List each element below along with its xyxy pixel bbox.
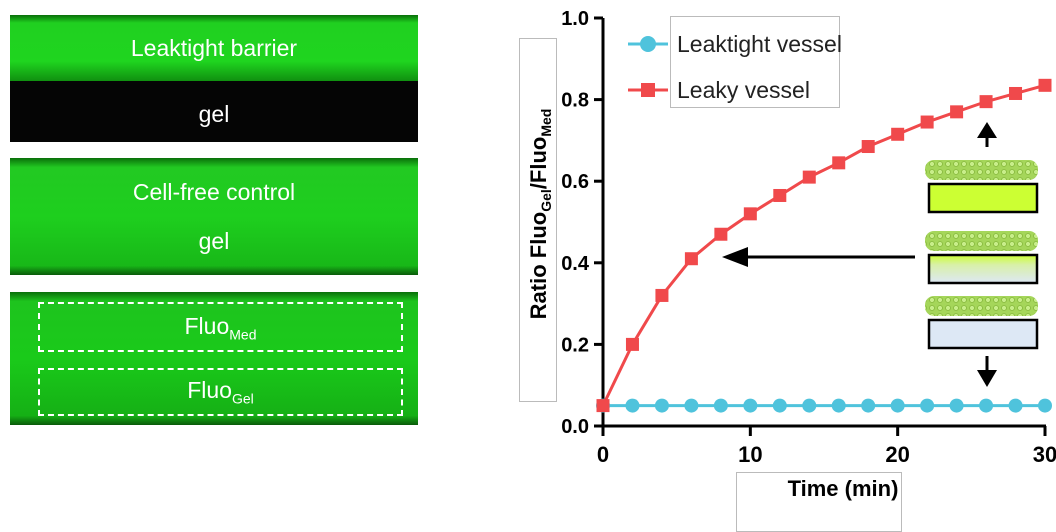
series-line-leaky	[601, 83, 1046, 407]
x-ticks: 0 10 20 30	[597, 426, 1056, 467]
y-tick-label: 0.8	[561, 90, 589, 112]
x-axis-label: Time (min)	[788, 476, 899, 501]
gel-box-empty	[927, 318, 1039, 350]
data-point-leaky	[950, 105, 964, 119]
gel-box-partial	[927, 253, 1039, 285]
data-point-leaktight	[979, 398, 994, 413]
data-point-leaktight	[743, 398, 758, 413]
y-label-sub-med: Med	[538, 109, 554, 137]
data-point-leaky	[743, 207, 757, 221]
leaktight-barrier-panel: Leaktight barrier gel	[10, 15, 418, 142]
data-point-leaky	[979, 95, 993, 109]
data-point-leaktight	[831, 398, 846, 413]
x-tick-label: 20	[885, 442, 909, 467]
channel-band	[10, 158, 418, 275]
y-axis-label: Ratio FluoGel/FluoMed	[526, 109, 554, 320]
arrow-down	[977, 356, 997, 387]
cell-free-control-label: Cell-free control	[132, 179, 296, 205]
fluo-gel-region: FluoGel	[38, 368, 403, 416]
gel-box-full	[927, 182, 1039, 214]
data-point-leaktight	[625, 398, 640, 413]
data-point-leaktight	[890, 398, 905, 413]
y-tick-label: 0.6	[561, 171, 589, 193]
data-point-leaktight	[861, 398, 876, 413]
data-point-leaky	[832, 156, 846, 170]
data-point-leaky	[773, 188, 787, 202]
gel-label: gel	[198, 101, 230, 127]
legend-leaktight-marker	[640, 36, 656, 52]
channel-band	[10, 292, 418, 425]
legend-leaky-label: Leaky vessel	[677, 77, 810, 103]
data-point-leaktight	[713, 398, 728, 413]
measurement-panel: FluoMed FluoGel	[10, 292, 418, 425]
y-tick-label: 1.0	[561, 8, 589, 30]
fluo-med-subscript: Med	[229, 326, 257, 343]
gel-label: gel	[198, 228, 230, 254]
medium-channel-band	[10, 15, 418, 81]
x-tick-label: 30	[1033, 442, 1056, 467]
x-tick-label: 10	[738, 442, 762, 467]
cell-free-control-panel: Cell-free control gel	[10, 158, 418, 275]
y-label-sep: /Fluo	[526, 137, 551, 190]
x-tick-label: 0	[597, 442, 609, 467]
data-point-leaktight	[802, 398, 817, 413]
data-point-leaktight	[772, 398, 787, 413]
fluo-med-region: FluoMed	[38, 302, 403, 352]
data-point-leaky	[596, 399, 610, 413]
data-point-leaky	[684, 252, 698, 266]
y-label-sub-gel: Gel	[538, 189, 554, 212]
data-point-leaky	[1009, 86, 1023, 100]
data-point-leaky	[625, 337, 639, 351]
fluo-gel-label: Fluo	[187, 377, 232, 403]
arrow-up	[977, 122, 997, 147]
gel-channel-band	[10, 81, 418, 142]
legend-frame	[670, 16, 840, 108]
fluo-med-label: Fluo	[184, 313, 230, 339]
y-tick-label: 0.2	[561, 334, 589, 356]
y-tick-label: 0.4	[561, 253, 590, 275]
ylabel-frame	[519, 38, 557, 402]
data-point-leaky	[802, 170, 816, 184]
y-label-main: Ratio Fluo	[526, 212, 551, 320]
vessel-beads-middle	[925, 231, 1038, 251]
legend-leaktight-label: Leaktight vessel	[677, 31, 842, 57]
legend-leaky-marker	[641, 83, 655, 97]
data-point-leaky	[861, 140, 875, 154]
arrow-left	[722, 247, 915, 267]
leaktight-barrier-label: Leaktight barrier	[130, 35, 298, 61]
data-point-leaky	[714, 227, 728, 241]
data-point-leaky	[891, 127, 905, 141]
vessel-beads-bottom	[925, 296, 1038, 316]
xlabel-frame	[736, 472, 902, 532]
vessel-beads-top	[925, 160, 1038, 180]
legend: Leaktight vessel Leaky vessel	[628, 31, 842, 103]
data-point-leaktight	[654, 398, 669, 413]
data-point-leaktight	[1008, 398, 1023, 413]
data-point-leaky	[920, 115, 934, 129]
y-tick-label: 0.0	[561, 416, 589, 438]
data-point-leaktight	[949, 398, 964, 413]
schematic-partial-leak	[925, 231, 1039, 285]
series-layer	[596, 78, 1052, 413]
y-ticks: 0.0 0.2 0.4 0.6 0.8 1.0	[561, 8, 603, 438]
data-point-leaktight	[1038, 398, 1052, 413]
data-point-leaky	[655, 288, 669, 302]
data-point-leaktight	[684, 398, 699, 413]
schematic-no-leak	[925, 296, 1039, 350]
data-point-leaky	[1038, 78, 1052, 92]
axes	[601, 18, 1046, 428]
data-point-leaktight	[920, 398, 935, 413]
fluo-gel-subscript: Gel	[231, 390, 254, 407]
schematic-full-leak	[925, 160, 1039, 214]
